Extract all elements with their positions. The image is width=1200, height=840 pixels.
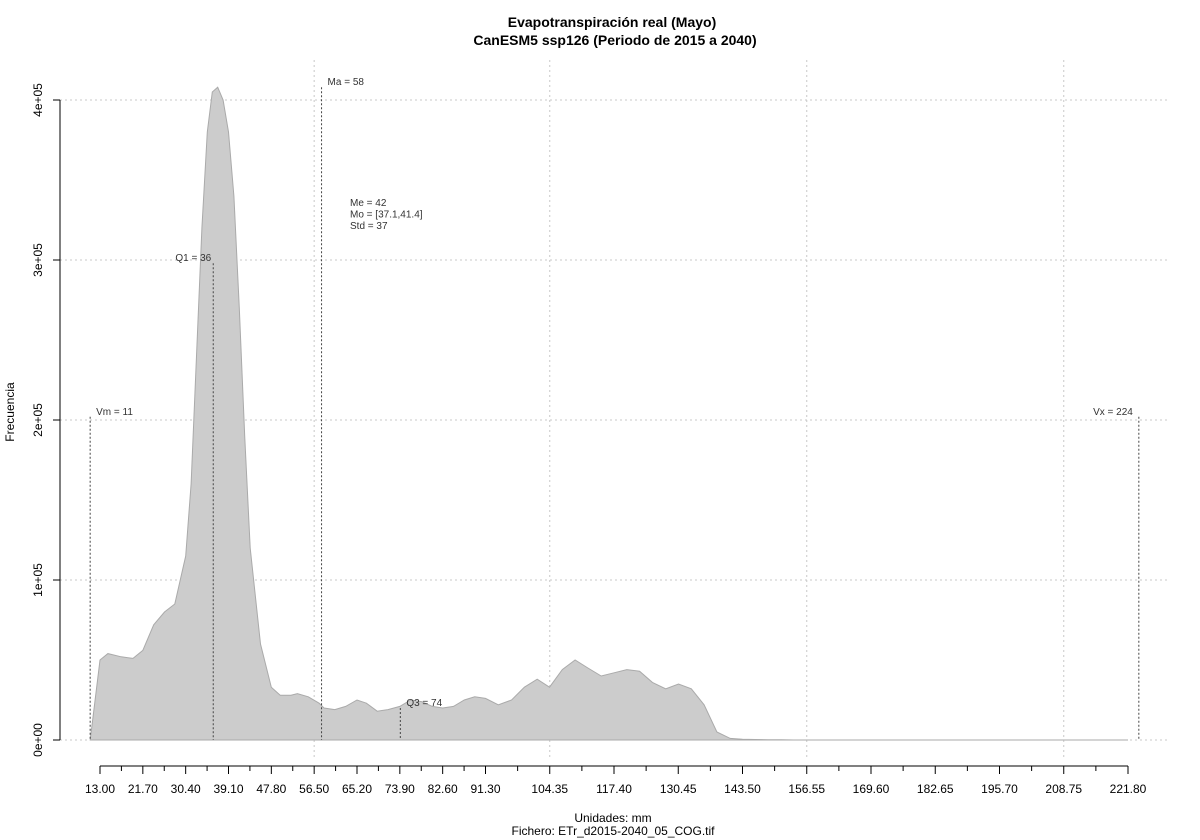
- stats-annotation: Me = 42 Mo = [37.1,41.4] Std = 37: [350, 198, 423, 232]
- x-tick-label-10: 104.35: [531, 782, 568, 796]
- x-tick-label-11: 117.40: [596, 782, 632, 796]
- density-area: [89, 86, 1128, 741]
- chart-subtitle: CanESM5 ssp126 (Periodo de 2015 a 2040): [473, 32, 756, 48]
- y-tick-label-1: 1e+05: [31, 563, 45, 597]
- x-axis-label: Unidades: mm: [574, 811, 651, 825]
- y-tick-label-2: 2e+05: [31, 403, 45, 437]
- marker-label-3: Q3 = 74: [406, 698, 442, 709]
- stat-line-2: Std = 37: [350, 221, 388, 232]
- x-tick-label-14: 156.55: [788, 782, 825, 796]
- x-tick-label-7: 73.90: [385, 782, 415, 796]
- chart-title: Evapotranspiración real (Mayo): [508, 14, 717, 30]
- x-tick-label-8: 82.60: [428, 782, 458, 796]
- area-layer: [89, 86, 1128, 741]
- x-tick-label-3: 39.10: [213, 782, 243, 796]
- marker-label-0: Vm = 11: [96, 407, 133, 418]
- x-tick-label-17: 195.70: [981, 782, 1018, 796]
- x-tick-label-0: 13.00: [85, 782, 115, 796]
- marker-label-1: Q1 = 36: [175, 253, 211, 264]
- x-tick-label-15: 169.60: [853, 782, 890, 796]
- y-tick-label-3: 3e+05: [31, 243, 45, 277]
- stat-line-1: Mo = [37.1,41.4]: [350, 210, 423, 221]
- x-tick-label-16: 182.65: [917, 782, 954, 796]
- y-axis-label: Frecuencia: [3, 382, 17, 442]
- axis-layer: 13.00 21.70 30.40 39.10 47.80 56.50 65.20 73.90…: [31, 83, 1147, 796]
- marker-label-4: Vx = 224: [1093, 407, 1133, 418]
- x-tick-label-18: 208.75: [1045, 782, 1082, 796]
- marker-layer: Vm = 11 Q1 = 36 Ma = 58 Q3 = 74 Vx = 224: [89, 77, 1140, 740]
- x-tick-label-12: 130.45: [660, 782, 697, 796]
- x-tick-label-1: 21.70: [128, 782, 158, 796]
- x-tick-label-13: 143.50: [724, 782, 761, 796]
- y-tick-label-0: 0e+00: [31, 723, 45, 757]
- x-tick-label-4: 47.80: [256, 782, 286, 796]
- footer-filename: Fichero: ETr_d2015-2040_05_COG.tif: [512, 824, 716, 838]
- y-tick-label-4: 4e+05: [31, 83, 45, 117]
- x-tick-label-2: 30.40: [171, 782, 201, 796]
- x-tick-label-6: 65.20: [342, 782, 372, 796]
- stat-line-0: Me = 42: [350, 198, 387, 209]
- x-tick-label-9: 91.30: [470, 782, 500, 796]
- marker-label-2: Ma = 58: [328, 77, 365, 88]
- x-tick-label-19: 221.80: [1110, 782, 1147, 796]
- x-tick-label-5: 56.50: [299, 782, 329, 796]
